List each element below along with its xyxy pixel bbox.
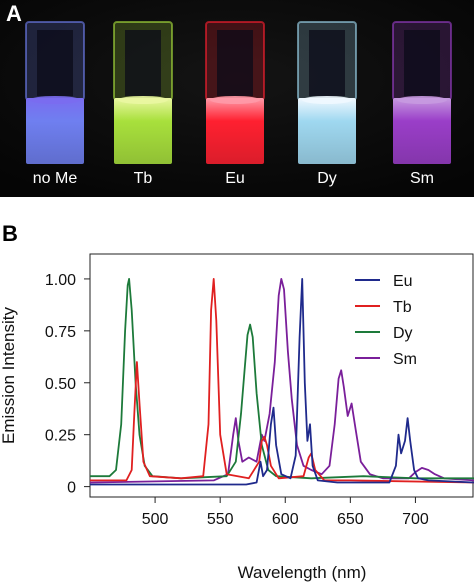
y-tick-label-4: 1.00 xyxy=(45,272,76,289)
panel-label-b: B xyxy=(2,221,18,246)
legend-label-tb: Tb xyxy=(393,299,412,316)
x-tick-label-650: 650 xyxy=(337,511,364,528)
vial-sm xyxy=(392,21,452,164)
x-tick-label-550: 550 xyxy=(207,511,234,528)
vial-label-dy: Dy xyxy=(317,170,337,187)
y-tick-label-1: 0.25 xyxy=(45,428,76,445)
y-axis-label: Emission Intensity xyxy=(0,307,18,444)
x-tick-label-600: 600 xyxy=(272,511,299,528)
y-tick-label-0: 0 xyxy=(67,480,76,497)
vial-label-eu: Eu xyxy=(225,170,245,187)
panel-label-a: A xyxy=(6,1,22,26)
x-tick-label-500: 500 xyxy=(142,511,169,528)
x-tick-label-700: 700 xyxy=(402,511,429,528)
y-tick-label-3: 0.75 xyxy=(45,324,76,341)
fluorescence-photo-panel: A no Me Tb Eu Dy Sm xyxy=(0,0,474,197)
vials-photo xyxy=(0,0,474,197)
x-axis-label: Wavelength (nm) xyxy=(238,563,367,582)
vial-no-me xyxy=(25,21,85,164)
vial-eu xyxy=(205,21,265,164)
series-line-tb xyxy=(90,278,474,484)
series-line-dy xyxy=(90,278,474,480)
legend-label-dy: Dy xyxy=(393,325,413,342)
vial-label-tb: Tb xyxy=(133,170,153,187)
vial-tb xyxy=(113,21,173,164)
vial-label-no-me: no Me xyxy=(32,170,78,187)
plot-frame xyxy=(89,253,474,498)
legend-label-sm: Sm xyxy=(393,351,417,368)
emission-spectra-chart: 500 550 600 650 700 0 0.25 0.50 0.75 1.00 Waveleng… xyxy=(0,253,474,582)
vial-dy xyxy=(297,21,357,164)
legend-label-eu: Eu xyxy=(393,273,413,290)
series-line-sm xyxy=(90,278,474,484)
series-line-eu xyxy=(90,278,474,486)
y-tick-label-2: 0.50 xyxy=(45,376,76,393)
vial-label-sm: Sm xyxy=(410,170,434,187)
